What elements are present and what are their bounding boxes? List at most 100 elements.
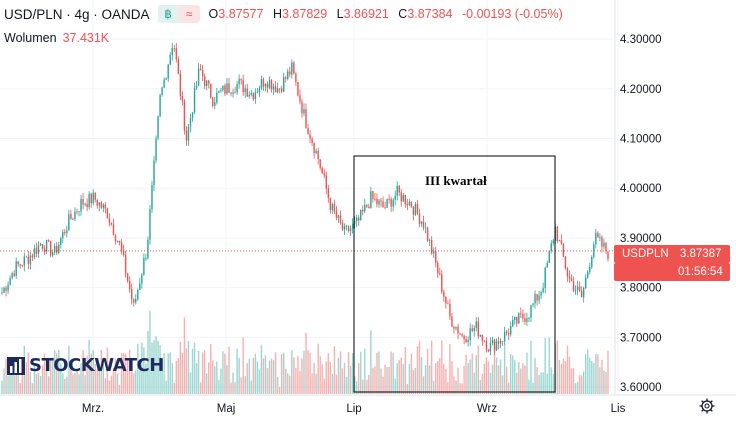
- stockwatch-logo: STOCKWATCH: [7, 355, 164, 376]
- volume-bar: [90, 353, 92, 394]
- candle-body: [520, 313, 522, 315]
- volume-bar: [11, 363, 13, 394]
- volume-bar: [518, 361, 520, 394]
- price-axis[interactable]: 3.60000 3.70000 3.80000 3.90000 4.00000 4.100…: [620, 34, 662, 394]
- volume-bar: [82, 350, 84, 394]
- price-tick-label: 4.10000: [620, 134, 662, 146]
- candle-body: [386, 198, 388, 208]
- volume-bar: [112, 367, 115, 394]
- candle-body: [104, 204, 107, 209]
- price-tick-label: 3.80000: [620, 283, 662, 295]
- volume-bar: [558, 359, 561, 394]
- volume-bar: [388, 366, 390, 394]
- logo-text: STOCKWATCH: [29, 355, 164, 376]
- volume-bar: [540, 372, 542, 394]
- volume-bar: [80, 363, 82, 394]
- volume-bar: [185, 348, 188, 394]
- candle-body: [151, 185, 153, 210]
- volume-bar: [51, 357, 54, 394]
- settings-gear-icon[interactable]: [699, 398, 715, 414]
- volume-bar: [193, 342, 196, 394]
- candle-body: [372, 191, 374, 199]
- volume-bar: [167, 353, 169, 394]
- candle-body: [408, 201, 411, 206]
- candle-body: [197, 68, 200, 86]
- volume-bar: [473, 372, 475, 394]
- volume-bar: [104, 378, 107, 394]
- candle-body: [185, 130, 188, 141]
- candle-body: [505, 331, 508, 333]
- volume-bar: [534, 358, 536, 394]
- buy-mode-icon[interactable]: ฿: [157, 5, 179, 23]
- approx-mode-icon[interactable]: ≈: [178, 5, 200, 23]
- volume-bar: [106, 347, 109, 394]
- candle-body: [163, 79, 165, 88]
- candle-body: [603, 242, 605, 247]
- volume-bar: [362, 379, 364, 394]
- volume-bar: [605, 372, 607, 394]
- candle-body: [62, 231, 64, 239]
- volume-bar: [220, 368, 222, 394]
- candle-body: [278, 88, 281, 90]
- volume-bar: [489, 373, 492, 394]
- volume-bar: [262, 358, 265, 394]
- volume-bar: [92, 350, 94, 394]
- candle-body: [224, 85, 226, 94]
- candle-body: [274, 86, 277, 93]
- volume-bar: [428, 365, 431, 394]
- volume-bar: [60, 363, 62, 394]
- volume-bar: [9, 361, 11, 394]
- candle-body: [110, 222, 113, 225]
- candle-body: [495, 341, 498, 351]
- candle-body: [270, 80, 273, 90]
- candle-body: [234, 92, 236, 94]
- time-axis[interactable]: Mrz. Maj Lip Wrz Lis: [82, 403, 626, 415]
- volume-bar: [422, 376, 425, 394]
- q3-annotation-label: III kwartał: [425, 173, 487, 188]
- candle-body: [37, 245, 40, 254]
- volume-bar: [390, 351, 392, 394]
- volume-bar: [285, 368, 287, 394]
- volume-bar: [177, 357, 180, 394]
- volume-bar: [451, 361, 453, 394]
- volume-bar: [110, 375, 113, 394]
- volume-bar: [435, 363, 437, 394]
- candle-body: [514, 316, 516, 321]
- candle-body: [341, 222, 344, 230]
- volume-bar: [493, 340, 496, 394]
- countdown-value: 01:56:54: [678, 266, 723, 278]
- candle-body: [449, 303, 451, 317]
- candle-body: [584, 277, 587, 288]
- volume-bar: [414, 368, 417, 394]
- time-tick-label: Lip: [346, 403, 361, 415]
- volume-bar: [566, 345, 569, 394]
- candle-body: [305, 109, 307, 128]
- volume-bar: [260, 345, 263, 394]
- candle-body: [9, 278, 11, 285]
- symbol-title[interactable]: USD/PLN · 4g · OANDA: [4, 6, 150, 22]
- candle-body: [3, 287, 5, 293]
- candle-body: [193, 88, 196, 113]
- candle-body: [303, 109, 305, 114]
- volume-bars: [1, 310, 609, 394]
- volume-bar: [66, 376, 68, 394]
- candle-body: [487, 349, 490, 352]
- volume-bar: [205, 373, 208, 394]
- candle-body: [593, 244, 595, 258]
- candle-body: [599, 237, 601, 239]
- candle-body: [289, 71, 291, 75]
- volume-bar: [335, 374, 338, 394]
- volume-bar: [560, 363, 563, 394]
- candle-body: [179, 73, 182, 97]
- candle-body: [447, 303, 449, 305]
- volume-bar: [94, 364, 96, 394]
- candle-body: [319, 159, 321, 168]
- candle-body: [497, 341, 500, 344]
- volume-bar: [195, 363, 198, 394]
- candle-body: [248, 94, 250, 97]
- candle-body: [295, 73, 297, 83]
- volume-bar: [118, 384, 121, 394]
- mode-toggle[interactable]: ฿ ≈: [157, 5, 200, 23]
- price-tag-price: 3.87387: [679, 248, 722, 260]
